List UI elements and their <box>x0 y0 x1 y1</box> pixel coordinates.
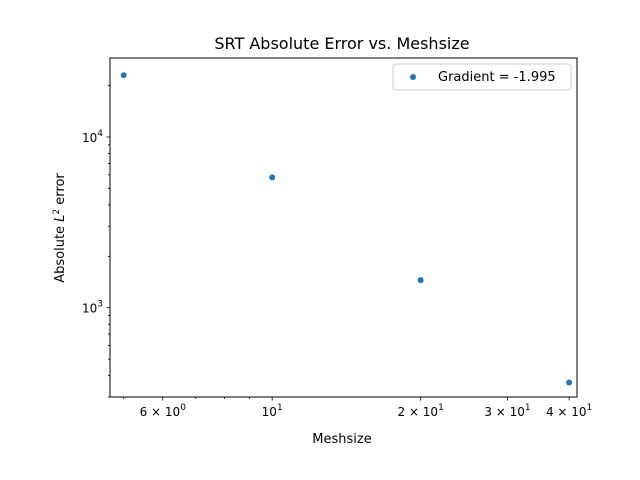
legend-label: Gradient = -1.995 <box>438 70 556 85</box>
legend: Gradient = -1.995 <box>392 63 572 91</box>
x-tick-label: 6 × 100 <box>140 403 187 419</box>
data-points <box>120 72 573 386</box>
y-tick-label: 104 <box>82 129 103 145</box>
data-point <box>269 174 276 181</box>
chart-title: SRT Absolute Error vs. Meshsize <box>214 34 469 53</box>
x-tick-label: 4 × 101 <box>546 403 592 419</box>
y-axis-ticks: 103 104 <box>82 85 110 398</box>
x-axis-label: Meshsize <box>312 432 371 447</box>
data-point <box>566 379 573 386</box>
x-tick-label: 101 <box>262 403 283 419</box>
y-tick-label: 103 <box>82 300 103 316</box>
data-point <box>417 277 424 284</box>
x-axis-ticks: 6 × 100 101 2 × 101 3 × 101 4 × 101 <box>123 397 592 419</box>
data-point <box>120 72 127 79</box>
x-tick-label: 2 × 101 <box>397 403 443 419</box>
y-axis-label: Absolute L2 error <box>52 173 68 283</box>
x-tick-label: 3 × 101 <box>484 403 530 419</box>
plot-area <box>109 57 578 398</box>
legend-marker <box>410 74 416 80</box>
legend-box <box>392 63 572 91</box>
